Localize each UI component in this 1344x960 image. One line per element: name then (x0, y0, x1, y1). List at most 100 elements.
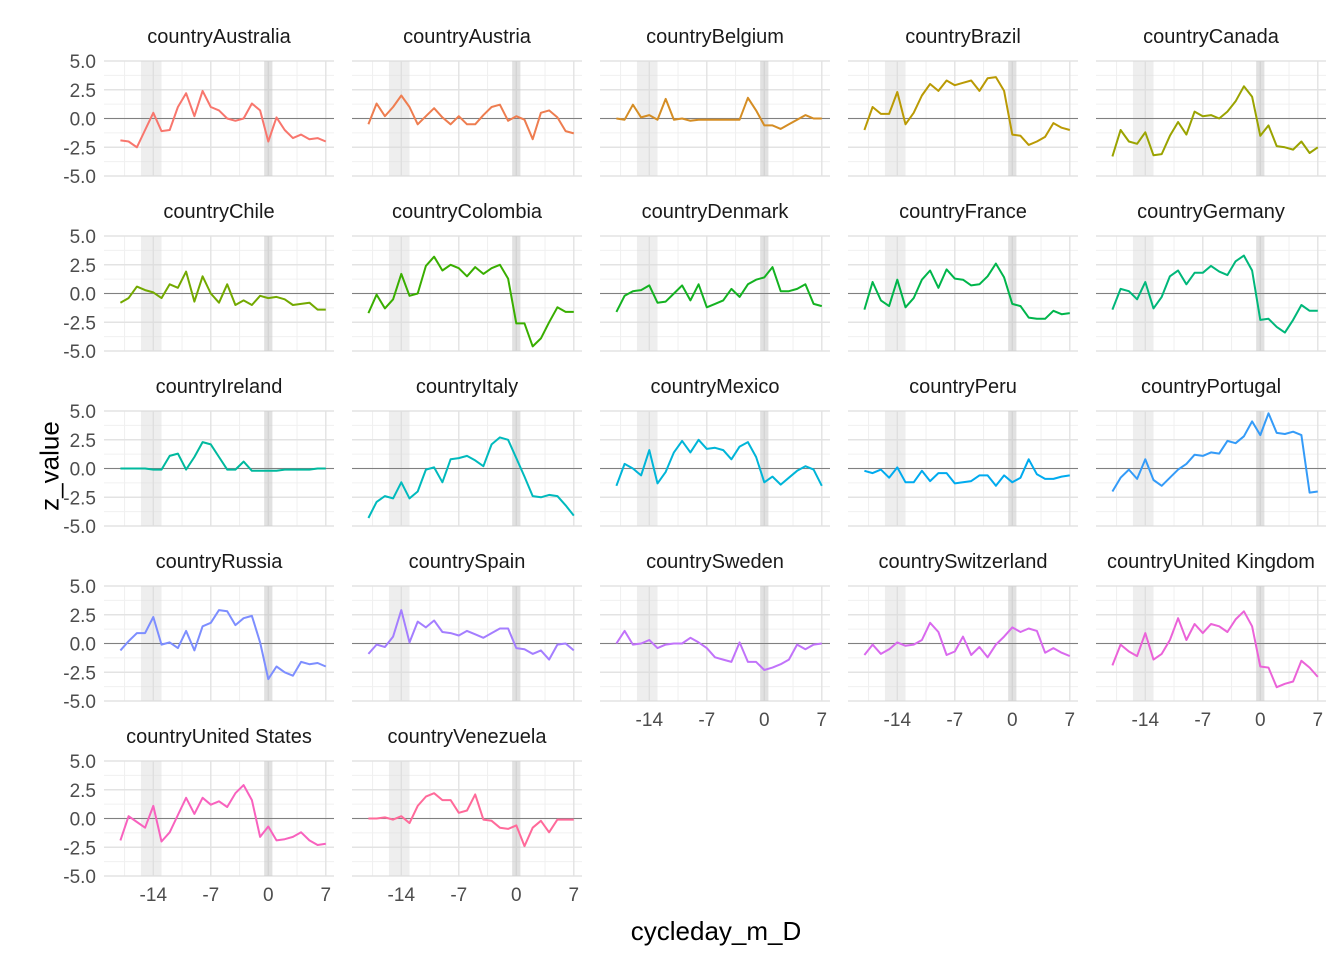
y-tick-label: -2.5 (63, 663, 96, 684)
facet-title: countryRussia (156, 551, 284, 573)
y-tick-label: 5.0 (70, 52, 96, 73)
series-line-countryswitzerland (863, 621, 1071, 659)
facet-title: countryAustralia (147, 26, 291, 48)
series-line-countryaustria (367, 94, 575, 141)
y-tick-label: -5.0 (63, 692, 96, 713)
facet-title: countryUnited States (126, 726, 312, 748)
series-line-countryunited-kingdom (1111, 610, 1319, 689)
series-line-countrybrazil (863, 76, 1071, 146)
x-tick-label: -7 (698, 710, 715, 731)
series-line-countryaustralia (120, 89, 327, 149)
y-tick-label: 0.0 (70, 110, 96, 131)
series-line-countryfrance (863, 262, 1070, 320)
facet-countrycanada: countryCanada (1096, 26, 1326, 177)
x-tick-label: 0 (263, 885, 274, 906)
x-tick-label: 7 (816, 710, 827, 731)
facet-title: countrySweden (646, 551, 784, 573)
facet-title: countryUnited Kingdom (1107, 551, 1315, 573)
x-tick-label: 0 (511, 885, 522, 906)
y-tick-label: 2.5 (70, 256, 96, 277)
facet-countryunited-states: countryUnited States 5.0 2.5 0.0 -2.5 -5.0 -14… (63, 726, 334, 906)
x-tick-label: -14 (1132, 710, 1160, 731)
facet-countryrussia: countryRussia 5.0 2.5 0.0 -2.5 -5.0 (63, 551, 334, 713)
facet-countrygermany: countryGermany (1096, 201, 1326, 352)
y-tick-label: 0.0 (70, 810, 96, 831)
series-line-countryitaly (367, 436, 575, 519)
y-tick-label: 5.0 (70, 402, 96, 423)
facet-title: countrySpain (409, 551, 526, 573)
x-tick-label: -14 (388, 885, 416, 906)
facet-title: countryVenezuela (387, 726, 547, 748)
series-line-countryperu (864, 458, 1070, 487)
facet-countryfrance: countryFrance (848, 201, 1078, 352)
x-axis-label: cycleday_m_D (630, 916, 802, 946)
y-axis-label: z_value (34, 421, 65, 511)
facet-title: countryMexico (651, 376, 780, 398)
series-line-countrybelgium (616, 96, 822, 130)
series-line-countrymexico (615, 438, 823, 487)
facet-countryunited-kingdom: countryUnited Kingdom -14 -7 0 7 (1096, 551, 1326, 731)
y-tick-label: -2.5 (63, 313, 96, 334)
series-line-countrysweden (615, 629, 822, 671)
facet-countrybelgium: countryBelgium (600, 26, 830, 177)
series-line-countryportugal (1111, 412, 1318, 494)
y-tick-label: -5.0 (63, 167, 96, 188)
facet-title: countrySwitzerland (879, 551, 1048, 573)
series-line-countrydenmark (615, 266, 823, 313)
y-tick-label: -2.5 (63, 138, 96, 159)
x-tick-label: 0 (1255, 710, 1266, 731)
facet-title: countryPortugal (1141, 376, 1281, 398)
y-tick-label: 5.0 (70, 227, 96, 248)
facet-title: countryCanada (1143, 26, 1280, 48)
x-tick-label: 7 (568, 885, 579, 906)
x-tick-label: 7 (320, 885, 331, 906)
x-tick-label: -7 (202, 885, 219, 906)
facet-title: countryItaly (416, 376, 518, 398)
series-line-countryunited-states (119, 784, 326, 846)
series-line-countrygermany (1111, 254, 1318, 334)
y-tick-label: -2.5 (63, 838, 96, 859)
x-tick-label: 7 (1312, 710, 1323, 731)
facet-title: countryDenmark (642, 201, 790, 223)
facet-countrychile: countryChile 5.0 2.5 0.0 -2.5 -5.0 (63, 201, 334, 363)
facet-title: countryAustria (403, 26, 532, 48)
facet-countrybrazil: countryBrazil (848, 26, 1078, 177)
facet-title: countryIreland (156, 376, 283, 398)
y-tick-label: -5.0 (63, 867, 96, 888)
y-tick-label: 2.5 (70, 431, 96, 452)
x-tick-label: -14 (884, 710, 912, 731)
facet-countryswitzerland: countrySwitzerland -14 -7 0 7 (848, 551, 1078, 731)
facet-countryperu: countryPeru (848, 376, 1078, 527)
facet-title: countryChile (163, 201, 274, 223)
x-tick-label: -7 (1194, 710, 1211, 731)
series-line-countryrussia (119, 609, 327, 681)
series-line-countryspain (367, 609, 575, 661)
y-tick-label: 0.0 (70, 635, 96, 656)
facet-countrydenmark: countryDenmark (600, 201, 830, 352)
y-tick-label: 5.0 (70, 577, 96, 598)
series-line-countrycanada (1111, 85, 1319, 157)
x-tick-label: -7 (450, 885, 467, 906)
facet-title: countryBrazil (905, 26, 1021, 48)
facet-countryaustralia: countryAustralia 5.0 2.5 0.0 -2.5 -5.0 (63, 26, 334, 188)
facet-countryaustria: countryAustria (352, 26, 582, 177)
facet-countryportugal: countryPortugal (1096, 376, 1326, 527)
y-tick-label: 2.5 (70, 81, 96, 102)
y-tick-label: 0.0 (70, 285, 96, 306)
x-tick-label: -7 (946, 710, 963, 731)
facet-title: countryGermany (1137, 201, 1285, 223)
facet-title: countryFrance (899, 201, 1027, 223)
facet-title: countryBelgium (646, 26, 784, 48)
x-tick-label: -14 (636, 710, 664, 731)
facet-countryitaly: countryItaly (352, 376, 582, 527)
series-line-countrychile (119, 270, 326, 311)
y-tick-label: 5.0 (70, 752, 96, 773)
y-tick-label: -2.5 (63, 488, 96, 509)
facet-title: countryColombia (392, 201, 543, 223)
facet-title: countryPeru (909, 376, 1017, 398)
series-line-countryireland (120, 441, 326, 472)
facet-countrysweden: countrySweden -14 -7 0 7 (600, 551, 830, 731)
facet-countrycolombia: countryColombia (352, 201, 582, 352)
y-tick-label: -5.0 (63, 342, 96, 363)
y-tick-label: 2.5 (70, 606, 96, 627)
